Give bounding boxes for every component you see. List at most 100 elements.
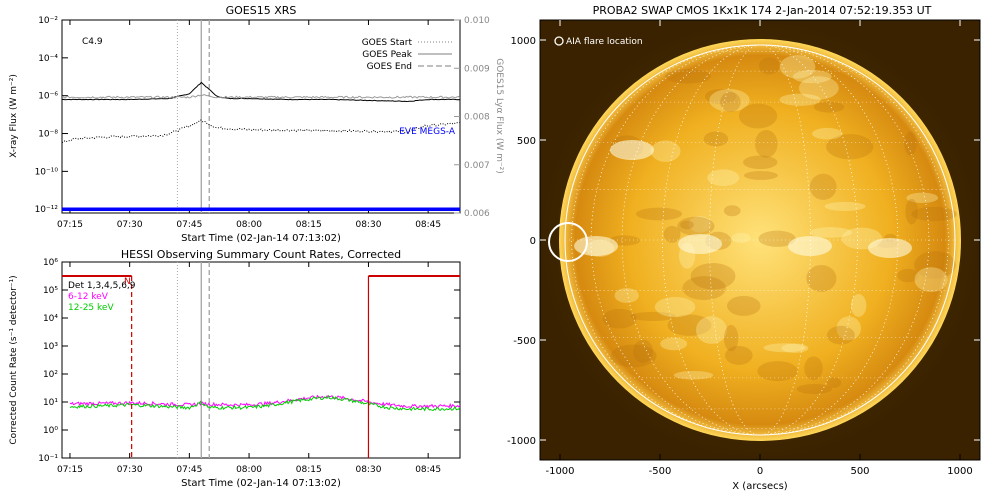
swap-y-tick-label: -1000 [507,436,536,447]
bright-region [906,192,939,204]
longitude-line [709,44,811,436]
swap-y-axis: 1000 500 0 -500 -1000 [507,36,980,447]
bright-region [850,294,867,317]
dark-region [897,268,919,283]
bright-region [779,93,821,106]
goes-x-tick-label: 08:00 [236,220,262,230]
dark-region [743,155,778,170]
hessi-y-label: Corrected Count Rate (s⁻¹ detector⁻¹) [9,275,19,444]
hessi-event-markers [176,262,210,458]
active-region [574,236,618,256]
goes-event-markers [176,20,210,213]
goes-long-channel-line [62,81,460,103]
hessi-x-tick-label: 08:45 [415,465,441,475]
bright-region [798,76,839,100]
dark-region [757,361,798,382]
swap-y-tick-label: 1000 [511,36,536,47]
bright-region [836,316,861,341]
goes-legend: GOES Start GOES Peak GOES End [362,38,452,72]
swap-image: AIA flare location [540,20,980,460]
dark-region [630,311,676,321]
flare-legend-marker [554,36,564,46]
hessi-x-tick-label: 08:00 [236,465,262,475]
dark-region [703,131,729,147]
dark-region [826,377,842,388]
swap-y-tick-label: 500 [517,136,536,147]
hessi-legend-label: 6-12 keV [68,292,109,302]
bright-region [781,343,809,353]
hessi-legend-label: Det 1,3,4,5,6,9 [68,281,136,291]
bright-region [811,127,843,140]
swap-x-tick-label: 1000 [947,466,972,477]
goes-y-tick-label: 10⁻⁸ [38,130,58,140]
hessi-y-tick-label: 10⁻¹ [38,454,58,464]
dark-region [809,173,837,200]
active-region [868,238,912,258]
dark-region [682,276,726,301]
goes-y2-tick-label: 0.008 [464,113,490,123]
hessi-y-tick-label: 10⁰ [43,426,58,436]
swap-y-tick-label: -500 [513,336,536,347]
dark-region [826,134,874,160]
dark-region [664,69,711,84]
goes-legend-label: GOES End [367,62,412,72]
swap-x-axis: -1000 -500 0 500 1000 [545,20,973,477]
goes-y-label: X-ray Flux (W m⁻²) [9,74,19,158]
dark-region [667,314,712,336]
flare-legend-label: AIA flare location [566,37,643,47]
dark-region [905,198,918,225]
bright-region [707,169,740,187]
goes-x-label: Start Time (02-Jan-14 07:13:02) [181,233,341,244]
dark-region [743,171,778,180]
goes-y-tick-label: 10⁻⁶ [38,92,58,102]
swap-x-tick-label: 0 [757,466,763,477]
goes-x-tick-label: 08:45 [415,220,441,230]
goes-legend-label: GOES Peak [362,50,412,60]
dark-region [914,251,956,279]
dark-region [723,324,739,352]
eve-annotation: EVE MEGS-A [399,127,456,137]
longitude-line [571,44,949,436]
hessi-night-intervals [62,275,460,458]
dark-region [602,308,637,329]
bright-region [695,316,727,344]
goes-x-tick-label: 07:45 [176,220,202,230]
goes-x-tick-label: 08:30 [355,220,381,230]
hessi-title: HESSI Observing Summary Count Rates, Cor… [121,248,401,261]
hessi-x-tick-label: 08:15 [296,465,322,475]
goes-x-tick-label: 07:15 [57,220,83,230]
goes-y-tick-label: 10⁻⁴ [38,54,58,64]
hessi-y-tick-label: 10² [43,370,58,380]
hessi-y-tick-label: 10¹ [43,398,58,408]
hessi-y-tick-label: 10⁶ [43,258,58,268]
hessi-x-tick-label: 08:30 [355,465,381,475]
dark-region [738,103,778,129]
hessi-x-tick-label: 07:30 [117,465,143,475]
goes-y2-tick-label: 0.007 [464,161,490,171]
dark-region [813,101,845,113]
goes-y2-axis: 0.010 0.009 0.008 0.007 0.006 [454,16,490,219]
bright-region [792,69,832,84]
dark-region [754,129,778,158]
dark-region [633,339,653,364]
solar-texture [574,55,957,395]
goes-y-axis: 10⁻² 10⁻⁴ 10⁻⁶ 10⁻⁸ 10⁻¹⁰ 10⁻¹² [35,16,68,215]
bright-region [809,227,853,238]
hessi-x-tick-label: 07:15 [57,465,83,475]
bright-region [688,216,712,233]
bright-region [660,337,688,351]
active-region [788,236,832,256]
dark-region [758,230,796,247]
night-label: N [124,277,131,287]
dark-region [804,356,823,381]
bright-region [650,140,681,162]
dark-region [690,263,736,290]
dark-region [806,264,837,292]
dark-region [904,131,917,156]
hessi-y-tick-label: 10³ [43,342,58,352]
heliographic-grid [565,44,955,436]
hessi-x-tick-label: 07:45 [176,465,202,475]
dark-region [705,88,737,105]
